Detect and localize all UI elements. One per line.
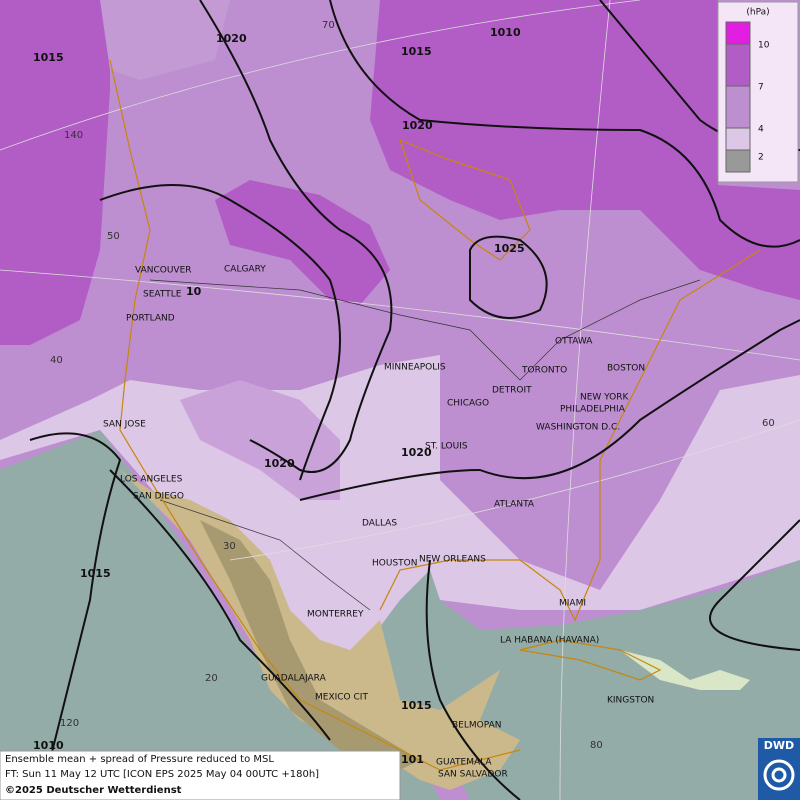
footer-box (0, 750, 401, 800)
isobar (99, 184, 341, 481)
legend-tick: 7 (758, 83, 764, 93)
legend-swatch (725, 85, 751, 129)
graticule-label: 70 (322, 20, 335, 31)
isobar-label: 1020 (401, 446, 432, 459)
city-label: NEW ORLEANS (419, 555, 486, 565)
city-label: LA HABANA (HAVANA) (500, 636, 599, 646)
city-label: SAN JOSE (103, 420, 146, 430)
logo-icon (771, 767, 787, 783)
isobar-label: 10 (186, 285, 202, 298)
legend: (hPa) 10 7 4 2 (717, 1, 799, 183)
city-label: SEATTLE (143, 290, 182, 300)
legend-swatch (725, 21, 751, 45)
city-label: VANCOUVER (135, 266, 192, 276)
isobar (469, 235, 548, 319)
terrain (200, 520, 420, 770)
city-label: MIAMI (559, 599, 586, 609)
graticule-label: 140 (64, 130, 83, 141)
city-label: MONTERREY (307, 610, 364, 620)
spread-area (370, 0, 800, 300)
city-label: BELMOPAN (452, 721, 501, 731)
city-label: ATLANTA (494, 500, 535, 510)
isobar-label: 1025 (494, 242, 525, 255)
graticule-label: 20 (205, 673, 218, 684)
border (159, 499, 371, 611)
isobar-label: 1020 (216, 32, 247, 45)
graticule-label: 50 (107, 231, 120, 242)
legend-swatch (725, 149, 751, 173)
island (620, 650, 750, 690)
legend-swatch (725, 127, 751, 151)
spread-area (0, 0, 110, 345)
isobar-label: 1020 (402, 119, 433, 132)
legend-tick: 4 (758, 125, 764, 135)
low-spread-area (0, 430, 440, 800)
graticule-label: 40 (50, 355, 63, 366)
spread-area (215, 180, 390, 305)
city-label: HOUSTON (372, 559, 417, 569)
footer-line: FT: Sun 11 May 12 UTC [ICON EPS 2025 May… (5, 769, 319, 780)
city-label: BOSTON (607, 364, 645, 374)
city-label: WASHINGTON D.C. (536, 423, 620, 433)
isobar-label: 1010 (33, 739, 64, 752)
isobar (299, 319, 800, 501)
legend-swatch (725, 43, 751, 87)
spread-area (100, 0, 230, 80)
isobar-label: 101 (401, 753, 424, 766)
logo-text: DWD (764, 739, 794, 752)
city-label: MEXICO CIT (315, 693, 368, 703)
graticule-line (0, 0, 641, 151)
isobar-label: 1015 (80, 567, 111, 580)
coastline (399, 139, 531, 261)
city-label: SAN SALVADOR (438, 770, 508, 780)
coastline (519, 639, 662, 681)
graticule-line (0, 269, 800, 361)
isobar (199, 0, 393, 473)
city-label: PORTLAND (126, 314, 175, 324)
legend-unit: (hPa) (746, 8, 769, 18)
graticule-label: 60 (762, 418, 775, 429)
coastline (109, 59, 521, 771)
city-label: NEW YORK (580, 393, 630, 403)
city-label: CALGARY (224, 265, 266, 275)
city-label: ST. LOUIS (425, 442, 468, 452)
footer-line: ©2025 Deutscher Wetterdienst (5, 785, 182, 796)
city-label: SAN DIEGO (133, 492, 184, 502)
city-label: DALLAS (362, 519, 397, 529)
city-label: OTTAWA (555, 337, 593, 347)
graticule-label: 120 (60, 718, 79, 729)
isobar (329, 0, 800, 248)
legend-tick: 10 (758, 41, 770, 51)
logo-icon (763, 759, 795, 791)
city-label: TORONTO (521, 366, 567, 376)
border (149, 279, 701, 381)
graticule-label: 30 (223, 541, 236, 552)
isobar-label: 1020 (264, 457, 295, 470)
city-label: GUADALAJARA (261, 674, 327, 684)
city-label: CHICAGO (447, 399, 489, 409)
city-label: PHILADELPHIA (560, 405, 626, 415)
graticule-label: 80 (590, 740, 603, 751)
footer-line: Ensemble mean + spread of Pressure reduc… (5, 754, 274, 765)
coastline (379, 249, 761, 622)
isobar-label: 1015 (401, 45, 432, 58)
graticule-line (229, 419, 800, 561)
city-label: KINGSTON (607, 696, 654, 706)
isobar (29, 432, 122, 800)
city-label: LOS ANGELES (120, 475, 183, 485)
isobar-label: 1015 (33, 51, 64, 64)
isobar-label: 1010 (490, 26, 521, 39)
isobar (709, 519, 800, 651)
city-label: GUATEMALA (436, 758, 492, 768)
city-labels: VANCOUVER CALGARY SEATTLE PORTLAND MINNEAPOL… (103, 265, 654, 780)
isobar (425, 559, 521, 800)
legend-tick: 2 (758, 153, 764, 163)
isobar-label: 1015 (401, 699, 432, 712)
city-label: DETROIT (492, 386, 532, 396)
city-label: MINNEAPOLIS (384, 363, 446, 373)
isobar (109, 469, 331, 741)
graticule-line (559, 0, 611, 800)
